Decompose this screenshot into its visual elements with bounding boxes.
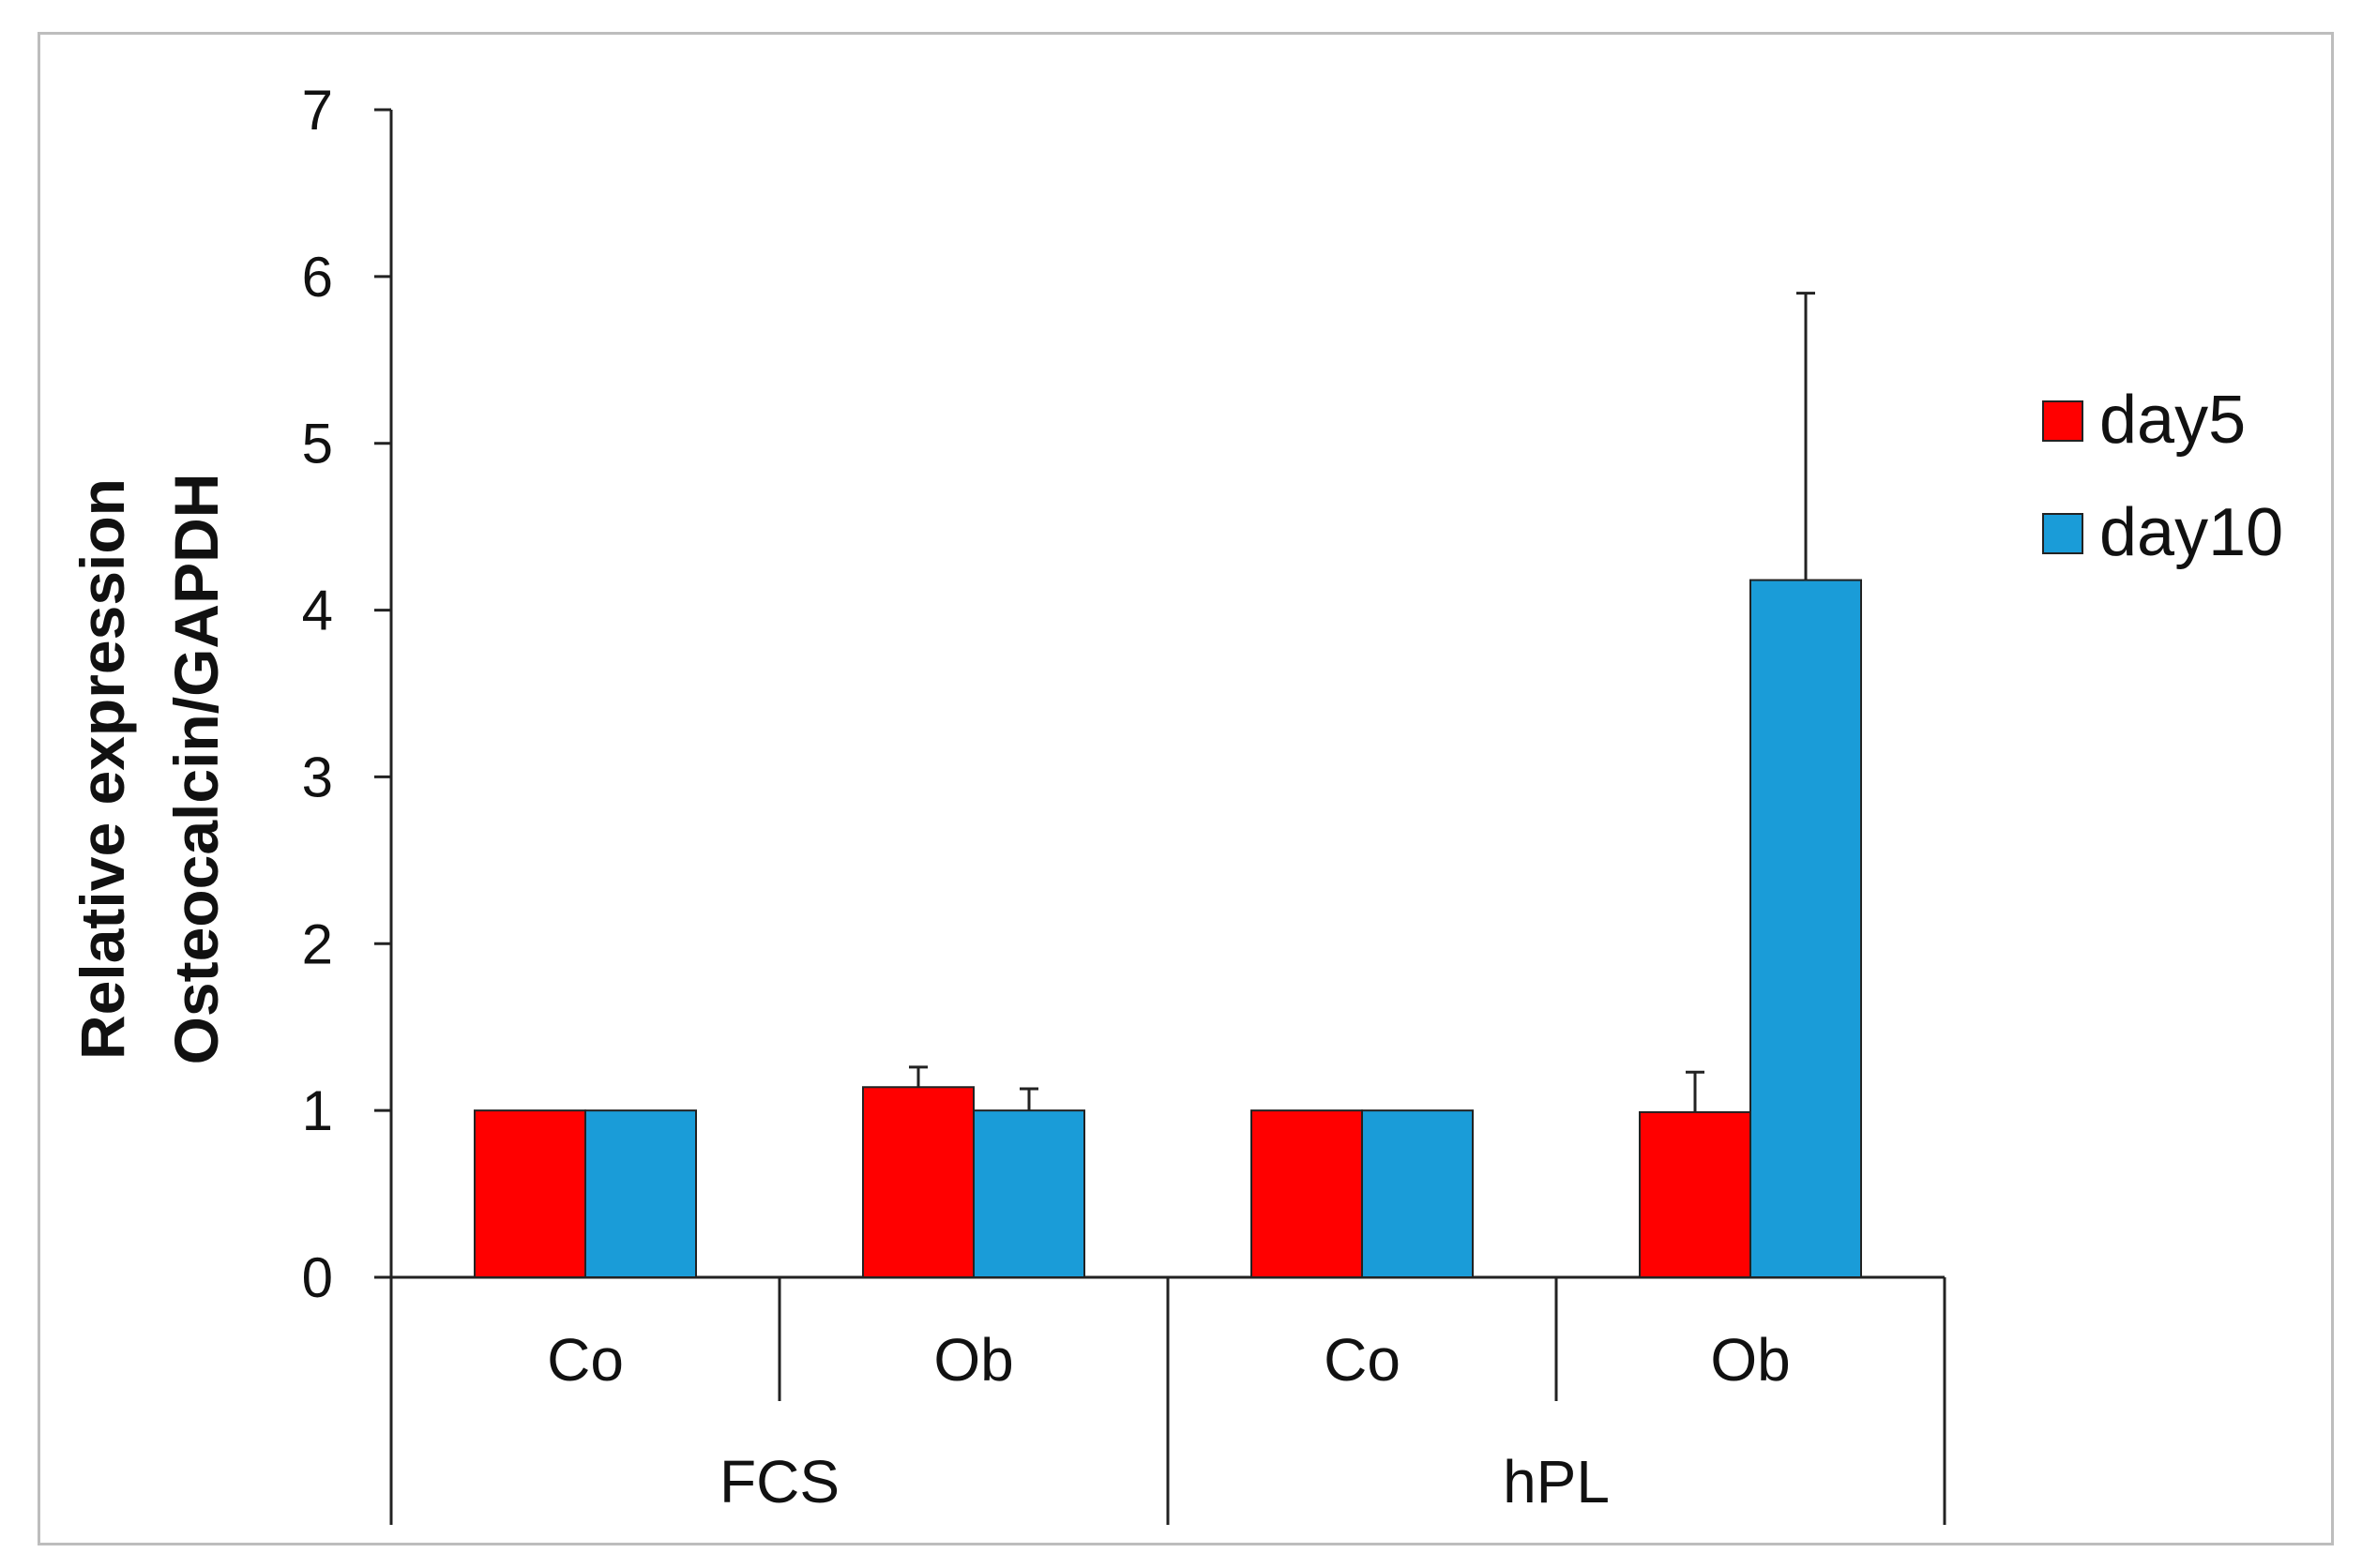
category-label: Ob	[1710, 1326, 1790, 1394]
y-tick-label: 3	[302, 746, 333, 808]
legend-swatch-day10	[2042, 513, 2083, 554]
category-label: Co	[547, 1326, 624, 1394]
bar-day10	[973, 1109, 1085, 1278]
y-tick-label: 6	[302, 246, 333, 309]
bar-day5	[474, 1109, 586, 1278]
group-label: FCS	[719, 1448, 840, 1515]
axis-labels: 0 1 2 3 4 5 6 7 Co Ob Co Ob FCS hPL Relative expressio…	[68, 79, 1791, 1515]
group-label: hPL	[1503, 1448, 1610, 1515]
legend: day5 day10	[2042, 383, 2283, 570]
y-tick-label: 7	[302, 79, 333, 142]
legend-swatch-day5	[2042, 400, 2083, 442]
bars	[474, 579, 1862, 1278]
y-tick-label: 5	[302, 413, 333, 475]
bar-day10	[584, 1109, 697, 1278]
y-tick-label: 4	[302, 580, 333, 642]
error-bars	[909, 292, 1815, 1112]
bar-day5	[862, 1086, 975, 1278]
legend-label-day5: day5	[2099, 383, 2246, 458]
y-axis-title: Osteocalcin/GAPDH	[161, 474, 231, 1065]
category-label: Ob	[933, 1326, 1013, 1394]
category-label: Co	[1324, 1326, 1401, 1394]
axes	[374, 108, 1946, 1525]
bar-day5	[1250, 1109, 1363, 1278]
y-axis-title: Relative expression	[68, 478, 137, 1060]
legend-label-day10: day10	[2099, 495, 2283, 570]
bar-day10	[1749, 579, 1862, 1278]
bar-day5	[1639, 1110, 1751, 1278]
y-tick-label: 2	[302, 912, 333, 975]
y-tick-label: 1	[302, 1079, 333, 1142]
chart-frame	[38, 32, 2334, 1545]
y-tick-label: 0	[302, 1246, 333, 1309]
bar-day10	[1361, 1109, 1474, 1278]
